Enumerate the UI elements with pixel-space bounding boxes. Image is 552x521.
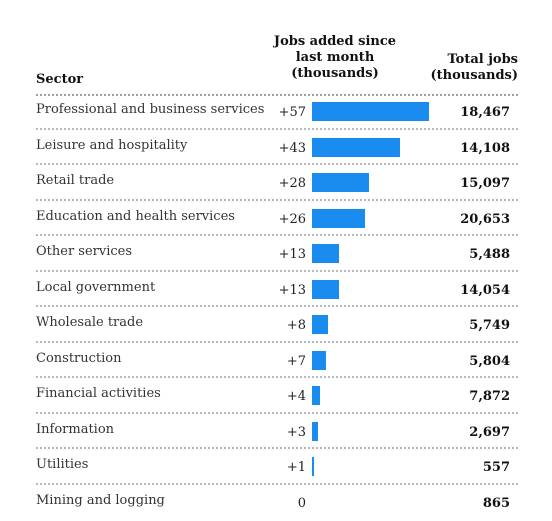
total-jobs-header-line1: Total jobs <box>447 52 518 67</box>
jobs-added-bar <box>312 279 339 299</box>
total-jobs-label: 865 <box>482 495 510 511</box>
jobs-added-label: 0 <box>297 495 306 511</box>
total-jobs-label: 7,872 <box>469 389 510 404</box>
table-row: Wholesale trade +8 5,749 <box>36 307 518 343</box>
total-jobs-label: 5,488 <box>469 247 510 262</box>
jobs-added-bar <box>312 137 401 157</box>
table-row: Mining and logging 0 865 <box>36 485 518 521</box>
jobs-added-bar <box>312 244 339 263</box>
row-divider <box>36 376 518 378</box>
row-divider <box>36 305 518 307</box>
total-jobs-label: 20,653 <box>460 211 510 227</box>
sector-label: Utilities <box>36 457 89 472</box>
jobs-added-label: +28 <box>278 176 306 191</box>
jobs-added-bar <box>312 457 315 476</box>
sector-label: Information <box>36 421 115 437</box>
total-jobs-label: 2,697 <box>469 424 510 440</box>
table-row: Leisure and hospitality +43 14,108 <box>36 130 518 165</box>
table-row: Professional and business services +57 18,… <box>36 94 518 130</box>
jobs-added-header-line3: (thousands) <box>291 66 379 81</box>
jobs-added-header-line2: last month <box>295 50 375 65</box>
table-row: Utilities +1 557 <box>36 449 518 485</box>
table-row: Construction +7 5,804 <box>36 343 518 378</box>
sector-label: Mining and logging <box>36 492 165 508</box>
header-divider <box>36 94 518 96</box>
jobs-added-label: +26 <box>278 211 306 227</box>
jobs-added-bar <box>312 386 321 405</box>
sector-label: Professional and business services <box>36 102 265 117</box>
jobs-added-bar <box>312 102 429 121</box>
row-divider <box>36 447 518 449</box>
total-jobs-label: 14,108 <box>460 140 510 156</box>
sector-label: Construction <box>36 350 122 366</box>
sector-label: Education and health services <box>36 208 235 224</box>
jobs-added-bar <box>312 350 327 370</box>
sector-label: Other services <box>36 244 133 259</box>
total-jobs-column-header: Total jobs (thousands) <box>431 52 518 84</box>
jobs-added-label: +1 <box>286 460 306 475</box>
table-row: Financial activities +4 7,872 <box>36 378 518 414</box>
jobs-added-column-header: Jobs added since last month (thousands) <box>268 34 402 82</box>
sector-column-header: Sector <box>36 72 84 87</box>
row-divider <box>36 340 518 343</box>
table-row: Other services +13 5,488 <box>36 236 518 272</box>
total-jobs-label: 557 <box>482 460 510 475</box>
total-jobs-header-line2: (thousands) <box>430 68 518 83</box>
jobs-added-bar <box>312 173 370 192</box>
table-row: Local government +13 14,054 <box>36 272 518 307</box>
total-jobs-label: 14,054 <box>460 282 510 298</box>
jobs-added-label: +4 <box>286 389 306 404</box>
row-divider <box>36 198 518 201</box>
sector-label: Wholesale trade <box>36 315 144 330</box>
jobs-added-bar <box>312 315 329 334</box>
total-jobs-label: 5,804 <box>469 353 510 369</box>
row-divider <box>36 411 518 414</box>
total-jobs-label: 5,749 <box>469 318 510 333</box>
jobs-added-label: +43 <box>278 140 306 156</box>
sector-label: Local government <box>36 279 156 295</box>
row-divider <box>36 269 518 272</box>
row-divider <box>36 234 518 236</box>
jobs-added-label: +3 <box>286 424 306 440</box>
table-row: Education and health services +26 20,653 <box>36 201 518 236</box>
sector-label: Financial activities <box>36 386 161 401</box>
sector-label: Leisure and hospitality <box>36 137 188 153</box>
table-row: Information +3 2,697 <box>36 414 518 449</box>
jobs-added-bar <box>312 208 366 228</box>
jobs-added-label: +13 <box>278 282 306 298</box>
sector-label: Retail trade <box>36 173 115 188</box>
total-jobs-label: 15,097 <box>460 176 510 191</box>
table-row: Retail trade +28 15,097 <box>36 165 518 201</box>
jobs-added-label: +8 <box>286 318 306 333</box>
jobs-added-label: +57 <box>278 105 306 120</box>
jobs-added-header-line1: Jobs added since <box>273 34 397 49</box>
jobs-added-bar <box>312 421 319 441</box>
total-jobs-label: 18,467 <box>460 105 510 120</box>
row-divider <box>36 163 518 165</box>
row-divider <box>36 127 518 130</box>
jobs-added-label: +13 <box>278 247 306 262</box>
jobs-added-label: +7 <box>286 353 306 369</box>
row-divider <box>36 482 518 485</box>
